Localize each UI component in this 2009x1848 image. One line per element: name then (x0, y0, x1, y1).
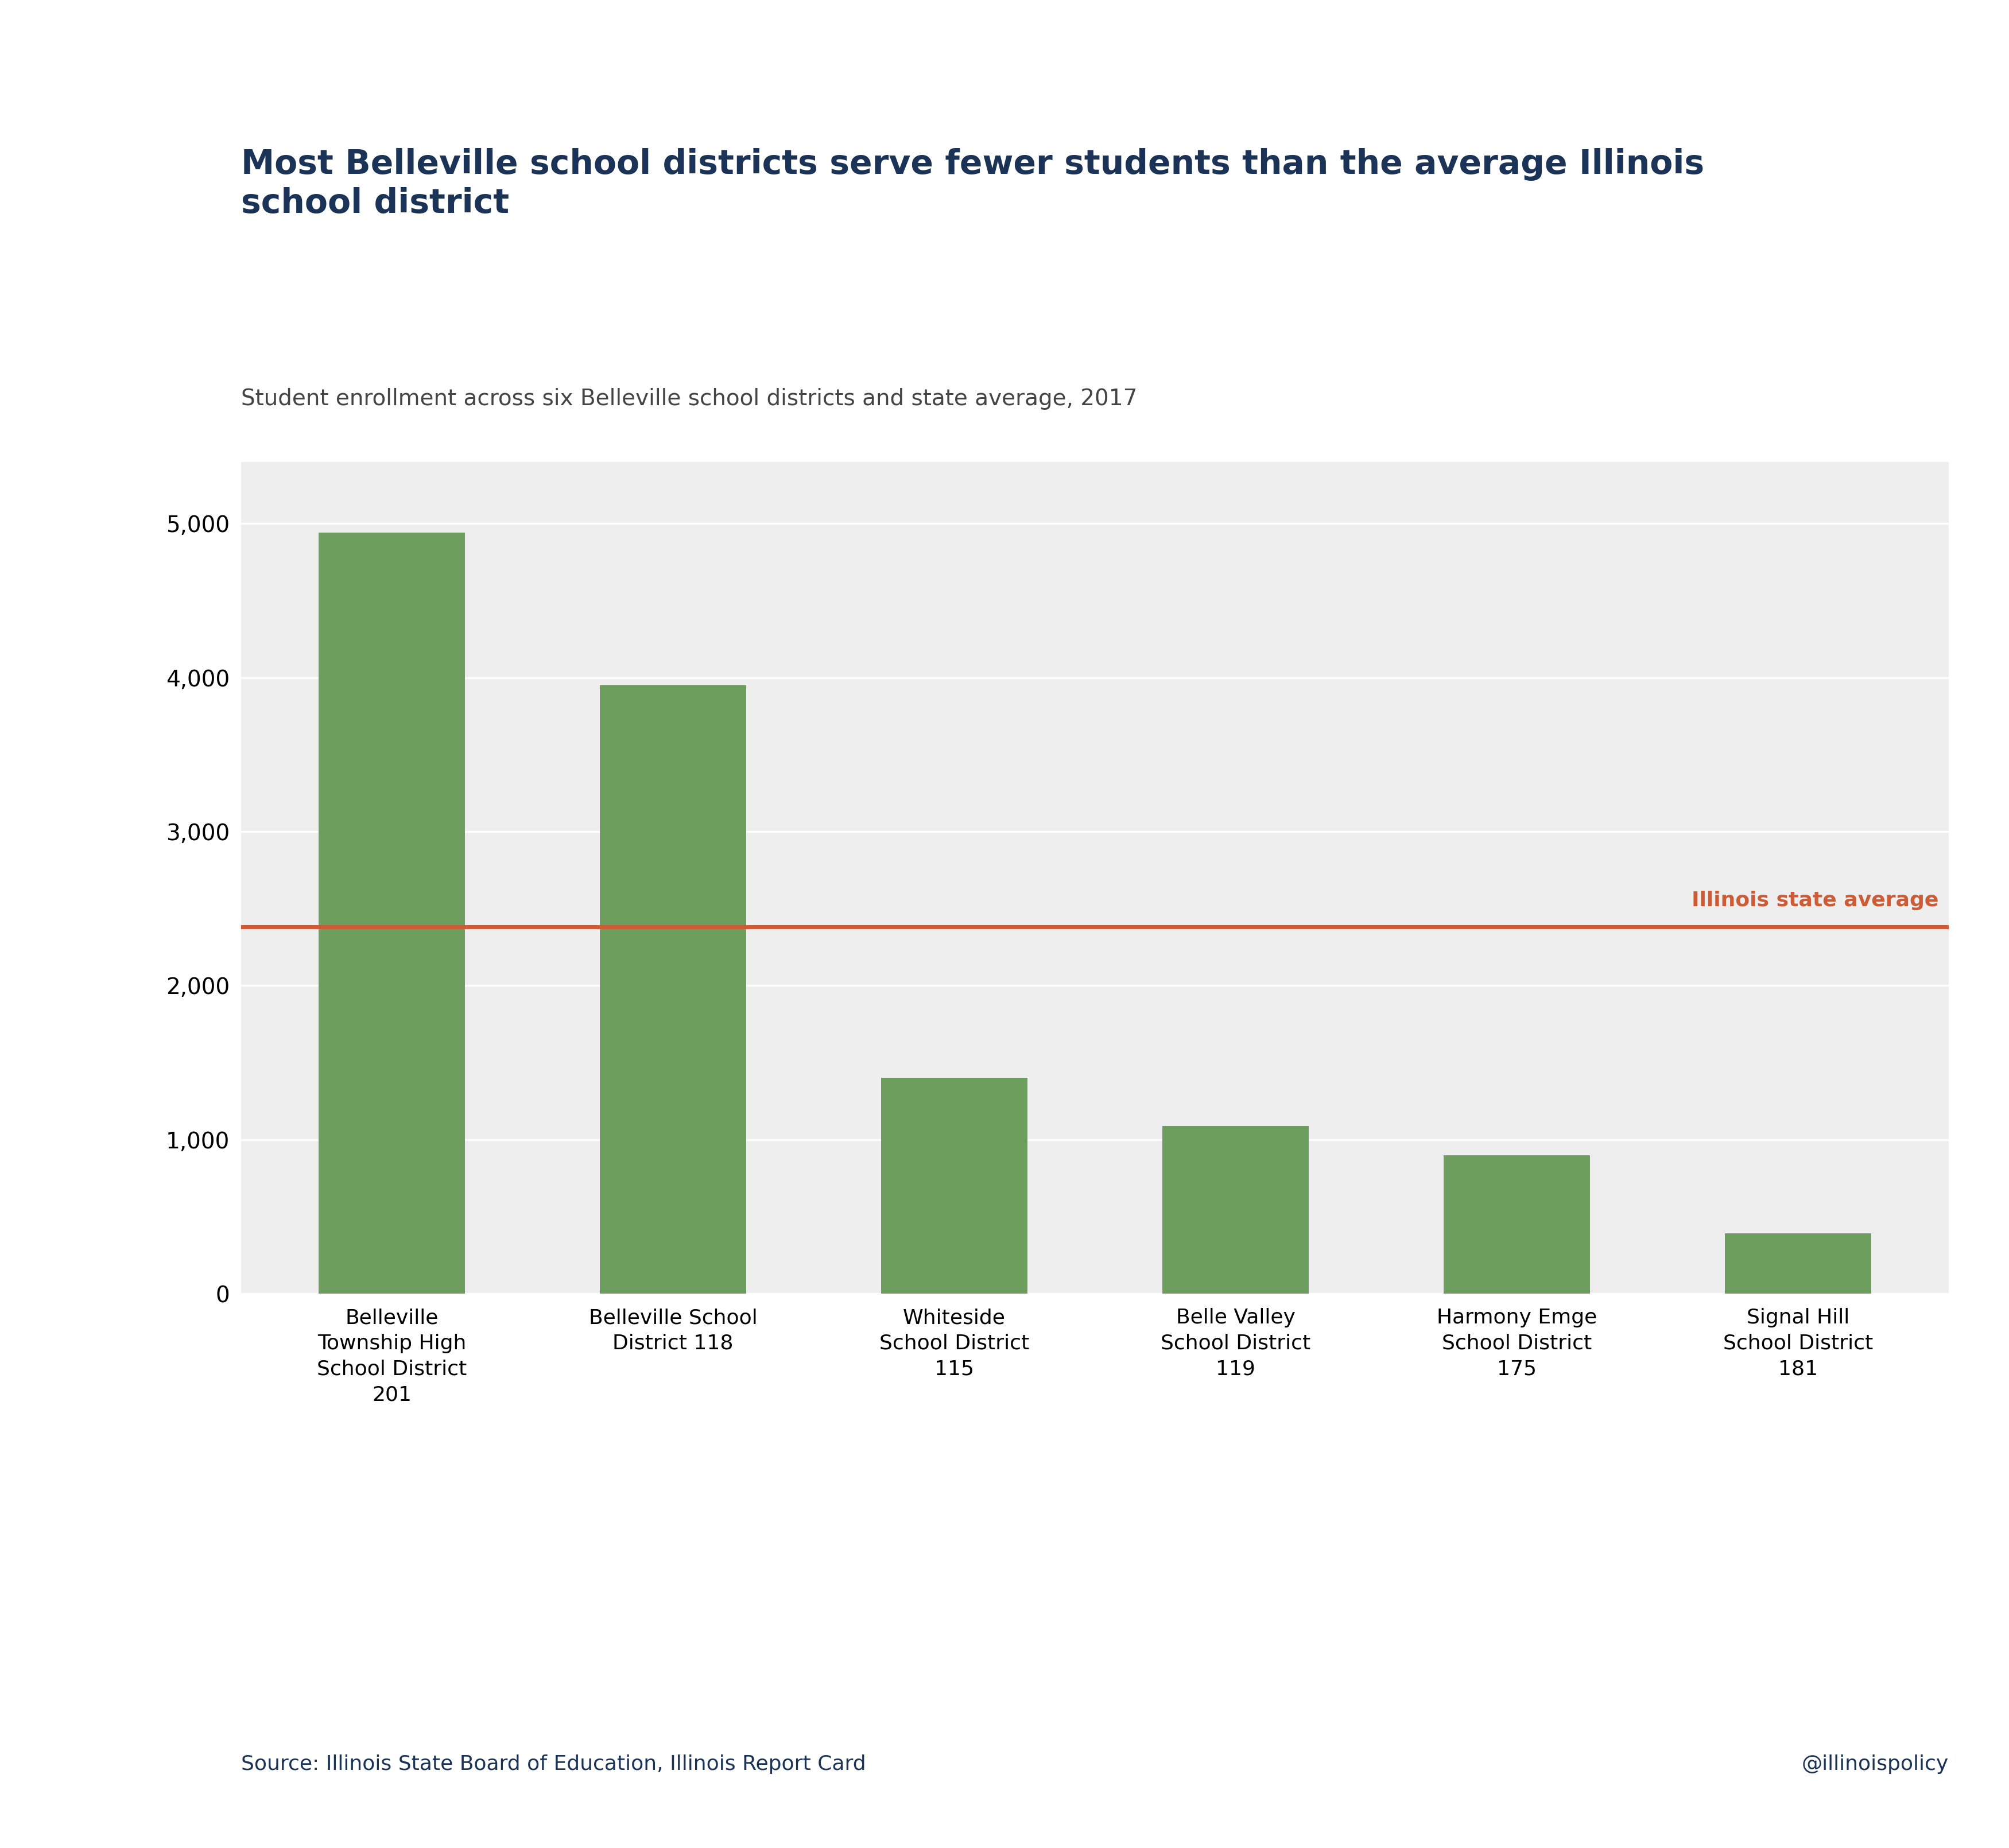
Bar (882, 1077, 1027, 1294)
Text: Source: Illinois State Board of Education, Illinois Report Card: Source: Illinois State Board of Educatio… (241, 1754, 866, 1774)
Text: Student enrollment across six Belleville school districts and state average, 201: Student enrollment across six Belleville… (241, 388, 1137, 410)
Bar (1163, 1125, 1308, 1294)
Bar (601, 686, 745, 1294)
Text: Illinois state average: Illinois state average (1692, 891, 1939, 909)
Bar (1726, 1234, 1870, 1294)
Bar (1444, 1155, 1589, 1294)
Bar (319, 532, 464, 1294)
Text: @illinoispolicy: @illinoispolicy (1802, 1754, 1949, 1774)
Text: Most Belleville school districts serve fewer students than the average Illinois
: Most Belleville school districts serve f… (241, 148, 1704, 220)
